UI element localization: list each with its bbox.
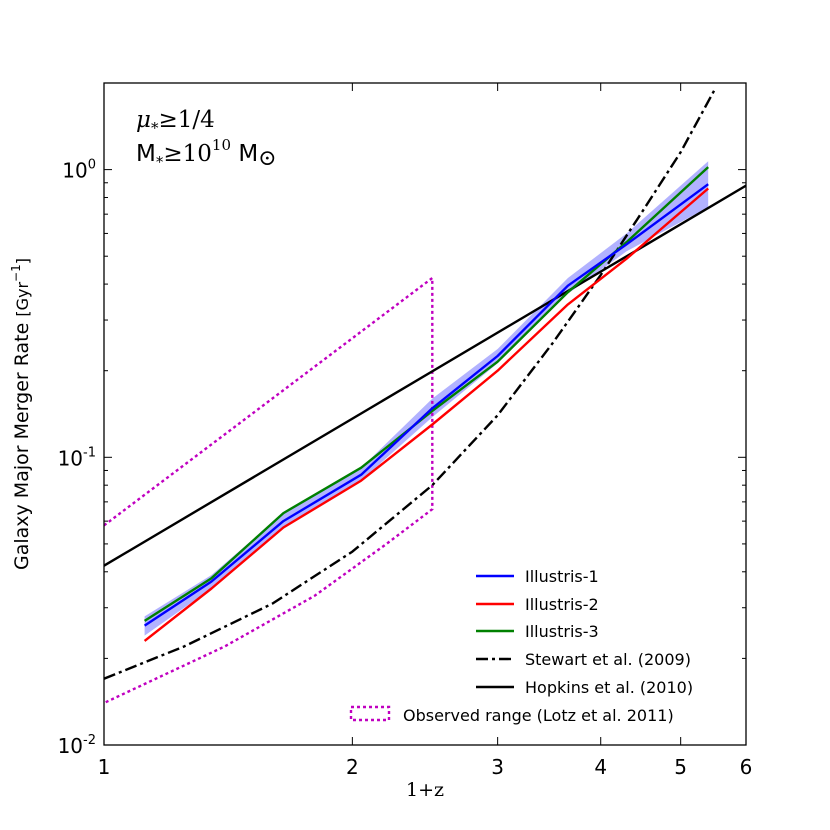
x-axis-label: 1+z (406, 779, 444, 801)
x-tick-label: 3 (491, 755, 504, 779)
shaded-band-layer (144, 161, 709, 636)
plot-frame (103, 82, 747, 746)
series-line-illustris-1 (143, 183, 709, 627)
x-tick-label: 2 (346, 755, 359, 779)
annotation-line2: M*≥1010 M⊙ (136, 136, 277, 171)
y-tick-label: 10-2 (58, 733, 96, 758)
shaded-band-illustris-1 (144, 161, 709, 636)
legend-label-observed-range: Observed range (Lotz et al. 2011) (403, 706, 674, 725)
legend-label-hopkins: Hopkins et al. (2010) (525, 678, 693, 697)
legend-label-stewart: Stewart et al. (2009) (525, 650, 691, 669)
annotation-line1: μ*≥1/4 (136, 107, 215, 137)
series-line-observed-range (104, 275, 434, 705)
series-line-stewart-et-al-2009 (104, 88, 716, 680)
x-tick-label: 5 (674, 755, 687, 779)
series-line-illustris-3 (143, 166, 710, 622)
legend-label-illustris-1: Illustris-1 (525, 567, 599, 586)
series-line-illustris-2 (143, 187, 709, 642)
annotation: μ*≥1/4 M*≥1010 M⊙ (136, 107, 277, 171)
x-tick-label: 1 (98, 755, 111, 779)
y-tick-label: 10-1 (58, 445, 96, 470)
tick-label-layer: 1 2 3 4 5 6 10-2 10-1 100 (58, 158, 753, 779)
tick-layer (103, 82, 747, 746)
series-layer (104, 88, 746, 705)
legend: Illustris-1 Illustris-2 Illustris-3 Stew… (349, 567, 693, 725)
y-tick-label: 100 (62, 158, 96, 183)
legend-label-illustris-2: Illustris-2 (525, 595, 599, 614)
x-tick-label: 6 (740, 755, 753, 779)
series-line-hopkins-et-al-2010 (104, 184, 746, 567)
legend-label-illustris-3: Illustris-3 (525, 622, 599, 641)
y-axis-label: Galaxy Major Merger Rate [Gyr−1] (9, 258, 33, 570)
x-tick-label: 4 (594, 755, 607, 779)
legend-box-observed-range (349, 705, 391, 722)
